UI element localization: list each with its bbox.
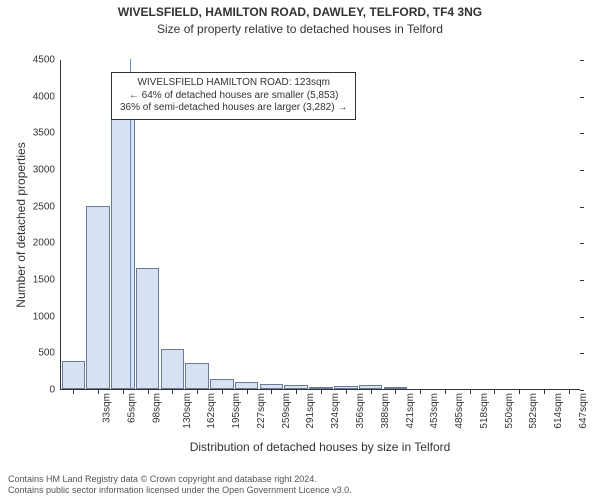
info-box: WIVELSFIELD HAMILTON ROAD: 123sqm ← 64% … (111, 72, 356, 120)
y-tick-label: 4500 (33, 55, 61, 66)
histogram-bar (185, 363, 209, 389)
histogram-bar (111, 107, 135, 389)
x-tick-label: 647sqm (578, 389, 589, 429)
histogram-bar (210, 379, 234, 389)
y-tick-label: 1500 (33, 275, 61, 286)
x-tick-label: 65sqm (127, 389, 138, 423)
info-line-3: 36% of semi-detached houses are larger (… (120, 102, 347, 115)
title-main: WIVELSFIELD, HAMILTON ROAD, DAWLEY, TELF… (0, 0, 600, 20)
chart-container: { "title_main": "WIVELSFIELD, HAMILTON R… (0, 0, 600, 500)
histogram-bar (62, 361, 86, 389)
x-tick-label: 324sqm (330, 389, 341, 429)
x-tick-label: 421sqm (405, 389, 416, 429)
x-tick-label: 130sqm (182, 389, 193, 429)
x-tick-label: 453sqm (429, 389, 440, 429)
y-tick-label: 1000 (33, 311, 61, 322)
histogram-bar (235, 382, 259, 389)
histogram-bar (86, 206, 110, 389)
info-line-1: WIVELSFIELD HAMILTON ROAD: 123sqm (120, 77, 347, 90)
x-tick-label: 259sqm (281, 389, 292, 429)
footer-attribution: Contains HM Land Registry data © Crown c… (8, 474, 352, 496)
y-tick-label: 2000 (33, 238, 61, 249)
x-tick-label: 162sqm (207, 389, 218, 429)
y-tick-label: 0 (49, 385, 61, 396)
footer-line-1: Contains HM Land Registry data © Crown c… (8, 474, 352, 485)
info-line-2: ← 64% of detached houses are smaller (5,… (120, 90, 347, 103)
x-tick-label: 227sqm (256, 389, 267, 429)
x-tick-label: 195sqm (231, 389, 242, 429)
x-tick-label: 550sqm (504, 389, 515, 429)
x-tick-label: 388sqm (380, 389, 391, 429)
chart-plot-area: WIVELSFIELD HAMILTON ROAD: 123sqm ← 64% … (60, 60, 580, 390)
y-tick-label: 500 (38, 348, 61, 359)
histogram-bar (136, 268, 160, 389)
y-tick-label: 3500 (33, 128, 61, 139)
y-axis-label: Number of detached properties (14, 60, 28, 390)
y-tick-label: 2500 (33, 201, 61, 212)
y-tick-label: 4000 (33, 91, 61, 102)
x-axis-label: Distribution of detached houses by size … (60, 440, 580, 454)
y-tick-label: 3000 (33, 165, 61, 176)
x-tick-label: 582sqm (528, 389, 539, 429)
footer-line-2: Contains public sector information licen… (8, 485, 352, 496)
x-tick-label: 518sqm (479, 389, 490, 429)
x-tick-label: 291sqm (306, 389, 317, 429)
x-tick-label: 614sqm (553, 389, 564, 429)
x-tick-label: 98sqm (151, 389, 162, 423)
histogram-bar (161, 349, 185, 389)
x-tick-label: 356sqm (355, 389, 366, 429)
x-tick-label: 33sqm (102, 389, 113, 423)
x-tick-label: 485sqm (454, 389, 465, 429)
title-sub: Size of property relative to detached ho… (0, 20, 600, 36)
